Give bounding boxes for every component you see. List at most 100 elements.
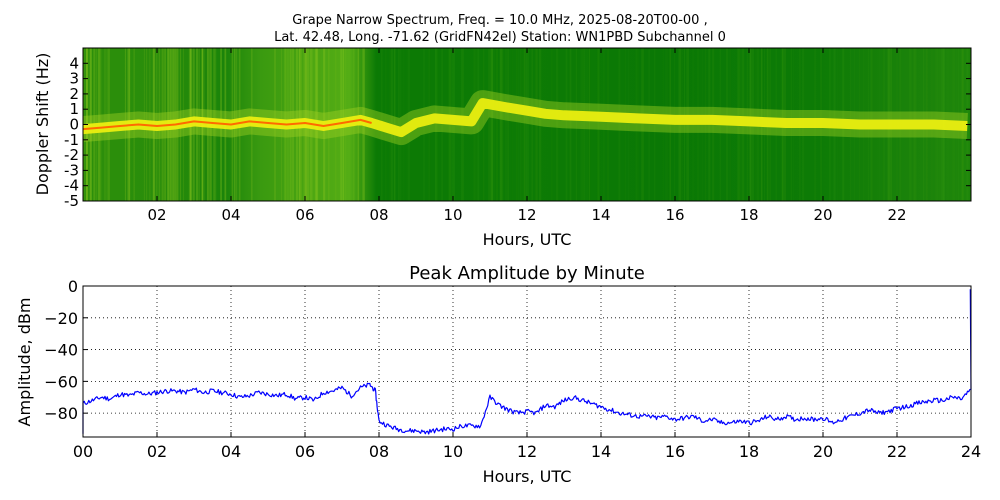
y-tick-label: −20 [44,309,78,328]
noise-streak [581,48,584,201]
x-tick-label: 12 [517,206,536,224]
noise-streak [624,48,626,201]
y-tick-label: 4 [69,54,79,72]
spectrogram-title-line-2: Lat. 42.48, Long. -71.62 (GridFN42el) St… [274,30,726,45]
amplitude-title: Peak Amplitude by Minute [409,263,645,284]
doppler-trace [83,90,968,146]
noise-streak [499,48,501,201]
noise-streak [565,48,568,201]
x-tick-label: 10 [443,206,462,224]
spectrogram-x-axis-label: Hours, UTC [483,230,572,249]
noise-streak [607,48,609,201]
noise-streak [539,48,542,201]
noise-streak [441,48,443,201]
x-tick-label: 08 [369,206,388,224]
noise-streak [435,48,436,201]
amplitude-plot-area [83,286,971,437]
y-tick-label: 1 [69,100,79,118]
noise-streak [398,48,400,201]
y-tick-label: 0 [68,277,78,296]
noise-streak [637,48,639,201]
noise-streak [602,48,605,201]
y-tick-label: -2 [64,146,79,164]
noise-streak [597,48,599,201]
noise-streak [654,48,656,201]
amplitude-y-ticks: 0 −20 −40 −60 −80 [44,277,88,423]
noise-streak [496,48,498,201]
x-tick-label: 20 [813,442,833,461]
noise-streak [500,48,503,201]
noise-streak [628,48,630,201]
noise-streak [501,48,504,201]
noise-streak [474,48,478,201]
x-tick-label: 16 [665,442,685,461]
noise-streak [648,48,650,201]
x-tick-label: 04 [221,206,240,224]
spectrogram-x-ticks: 02 04 06 08 10 12 14 16 18 20 22 [147,48,907,224]
noise-streak [526,48,528,201]
amplitude-x-axis-label: Hours, UTC [483,467,572,486]
y-tick-label: 2 [69,85,79,103]
noise-streak [641,48,643,201]
y-tick-label: 3 [69,70,79,88]
noise-streak [436,48,439,201]
x-tick-label: 00 [73,442,93,461]
noise-streak [483,48,485,201]
noise-streak [435,48,438,201]
noise-streak [495,48,498,201]
noise-streak [583,48,586,201]
noise-streak [518,48,520,201]
noise-streak [642,48,645,201]
x-tick-label: 22 [887,442,907,461]
y-tick-label: −40 [44,341,78,360]
noise-streak [523,48,525,201]
noise-streak [491,48,494,201]
y-tick-label: 0 [69,116,79,134]
noise-streak [588,48,590,201]
x-tick-label: 14 [591,442,611,461]
y-tick-label: -3 [64,161,79,179]
noise-streak [477,48,480,201]
noise-streak [500,48,503,201]
noise-streak [394,48,396,201]
noise-streak [399,48,402,201]
noise-streak [580,48,582,201]
noise-streak [523,48,526,201]
y-tick-label: -1 [64,131,79,149]
x-tick-label: 20 [813,206,832,224]
x-tick-label: 14 [591,206,610,224]
noise-streak [499,48,502,201]
noise-streak [536,48,538,201]
x-tick-label: 06 [295,206,314,224]
y-tick-label: −60 [44,372,78,391]
x-tick-label: 18 [739,442,759,461]
amplitude-panel: Peak Amplitude by Minute 00 02 04 06 08 10 12 1… [15,263,981,486]
amplitude-series-line [82,289,972,435]
noise-streak [493,48,496,201]
noise-streak [535,48,537,201]
noise-streak [597,48,601,201]
noise-streak [516,48,518,201]
x-tick-label: 08 [369,442,389,461]
x-tick-label: 06 [295,442,315,461]
amplitude-x-ticks: 00 02 04 06 08 10 12 14 16 18 20 22 24 [73,432,981,461]
noise-streak [402,48,405,201]
x-tick-label: 02 [147,442,167,461]
noise-streak [531,48,533,201]
noise-streak [490,48,493,201]
noise-streak [635,48,638,201]
x-tick-label: 02 [147,206,166,224]
x-tick-label: 12 [517,442,537,461]
y-tick-label: −80 [44,404,78,423]
y-tick-label: -4 [64,177,79,195]
noise-streak [575,48,578,201]
noise-streak [589,48,590,201]
noise-streak [618,48,621,201]
noise-streak [520,48,522,201]
noise-streak [516,48,517,201]
noise-streak [511,48,513,201]
x-tick-label: 24 [961,442,981,461]
